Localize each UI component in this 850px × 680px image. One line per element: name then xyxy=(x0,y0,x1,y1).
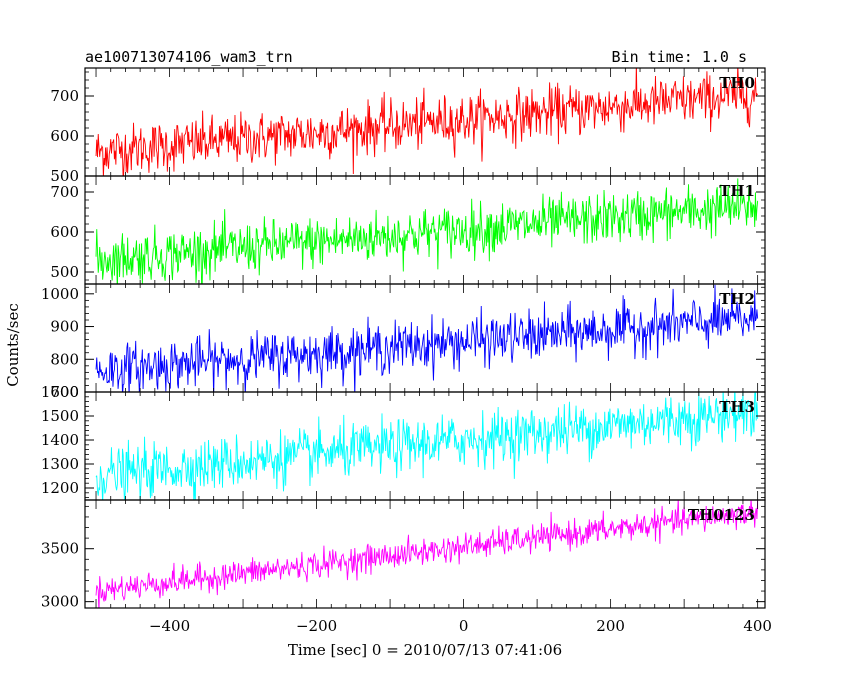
y-tick-label: 1200 xyxy=(41,479,79,497)
y-tick-label: 1000 xyxy=(41,285,79,303)
panel-label-th1: TH1 xyxy=(719,182,755,200)
y-tick-label: 600 xyxy=(50,127,79,145)
panel-th3: 1200 1300 1400 1500 1600 TH3 xyxy=(41,383,766,501)
panel-label-th2: TH2 xyxy=(719,290,755,308)
y-tick-label: 3000 xyxy=(41,593,79,611)
x-axis: −400 −200 0 200 400 xyxy=(149,617,772,635)
y-tick-label: 1300 xyxy=(41,455,79,473)
panels: 500 600 700 TH0 500 600 700 TH1 700 800 900 1000 TH2… xyxy=(41,67,766,611)
y-tick-label: 1600 xyxy=(41,383,79,401)
y-tick-label: 700 xyxy=(50,87,79,105)
y-tick-label: 3500 xyxy=(41,540,79,558)
y-tick-label: 800 xyxy=(50,350,79,368)
y-tick-label: 1400 xyxy=(41,431,79,449)
figure-title: ae100713074106_wam3_trn xyxy=(85,48,293,66)
panel-th1: 500 600 700 TH1 xyxy=(50,175,766,285)
panel-label-th3: TH3 xyxy=(719,398,755,416)
y-tick-label: 700 xyxy=(50,183,79,201)
y-tick-label: 900 xyxy=(50,318,79,336)
x-tick-label: 0 xyxy=(459,617,469,635)
panel-frame xyxy=(84,499,766,609)
panel-th0123: 3000 3500 TH0123 xyxy=(41,499,766,611)
y-tick-label: 1500 xyxy=(41,407,79,425)
panel-label-th0: TH0 xyxy=(719,74,755,92)
series-th2 xyxy=(95,284,759,392)
panel-th0: 500 600 700 TH0 xyxy=(50,67,766,185)
series-th1 xyxy=(95,178,759,284)
series-th3 xyxy=(95,392,759,500)
series-th0 xyxy=(95,68,759,176)
y-axis-label: Counts/sec xyxy=(4,303,22,387)
bin-time-label: Bin time: 1.0 s xyxy=(612,48,747,66)
series-th0123 xyxy=(95,500,759,608)
panel-frame xyxy=(84,67,766,177)
x-tick-label: 200 xyxy=(596,617,625,635)
panel-th2: 700 800 900 1000 TH2 xyxy=(41,283,766,401)
panel-label-th0123: TH0123 xyxy=(688,506,755,524)
x-tick-label: 400 xyxy=(743,617,772,635)
y-tick-label: 700 xyxy=(50,383,79,401)
y-tick-label: 600 xyxy=(50,223,79,241)
x-tick-label: −200 xyxy=(296,617,337,635)
y-tick-label: 500 xyxy=(50,263,79,281)
x-axis-label: Time [sec] 0 = 2010/07/13 07:41:06 xyxy=(288,641,562,659)
x-tick-label: −400 xyxy=(149,617,190,635)
y-tick-label: 500 xyxy=(50,167,79,185)
